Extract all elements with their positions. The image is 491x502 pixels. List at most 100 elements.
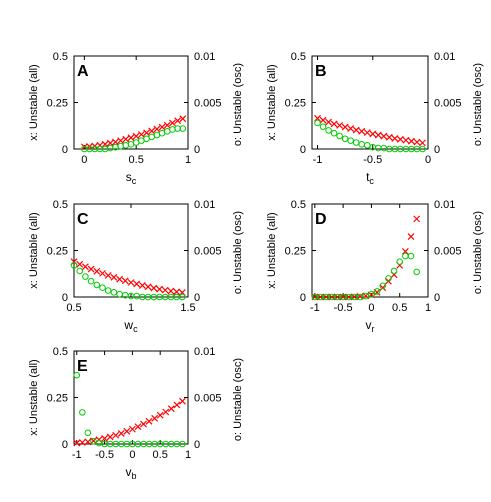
x-tick-label: 1 xyxy=(185,449,191,461)
marker-o-unstable-osc xyxy=(104,287,112,294)
marker-x-unstable-all xyxy=(363,129,371,137)
x-axis-label-subscript: c xyxy=(132,176,137,186)
x-axis-label-main: v xyxy=(366,318,372,332)
marker-o-unstable-osc xyxy=(116,290,123,298)
marker-x-unstable-all xyxy=(122,135,130,143)
marker-x-unstable-all xyxy=(143,129,150,137)
marker-o-unstable-osc xyxy=(374,144,382,152)
marker-x-unstable-all xyxy=(156,285,163,293)
marker-o-unstable-osc xyxy=(362,292,370,300)
y-right-tick-label: 0 xyxy=(194,439,200,451)
marker-o-unstable-osc xyxy=(380,144,388,152)
marker-x-unstable-all xyxy=(173,401,181,409)
marker-x-unstable-all xyxy=(132,132,140,140)
marker-x-unstable-all xyxy=(145,417,153,425)
marker-x-unstable-all xyxy=(151,414,159,422)
marker-o-unstable-osc xyxy=(363,141,371,149)
x-tick-label: -1 xyxy=(310,302,320,314)
marker-x-unstable-all xyxy=(163,121,171,129)
marker-o-unstable-osc xyxy=(347,137,354,144)
y-left-tick-label: 0.5 xyxy=(291,199,306,211)
marker-x-unstable-all xyxy=(156,411,164,419)
marker-o-unstable-osc xyxy=(70,262,78,269)
marker-x-unstable-all xyxy=(128,425,136,433)
y-right-tick-label: 0 xyxy=(434,144,440,156)
y-left-tick-label: 0.25 xyxy=(285,98,306,110)
marker-x-unstable-all xyxy=(95,436,103,444)
x-tick-label: 0.5 xyxy=(66,302,81,314)
marker-x-unstable-all xyxy=(391,134,399,142)
marker-o-unstable-osc xyxy=(419,145,426,153)
marker-o-unstable-osc xyxy=(330,129,338,137)
y-right-tick-label: 0 xyxy=(194,144,200,156)
marker-x-unstable-all xyxy=(73,439,81,447)
x-tick-label: -1 xyxy=(313,154,323,166)
marker-x-unstable-all xyxy=(396,135,404,143)
marker-x-unstable-all xyxy=(413,138,421,146)
marker-o-unstable-osc xyxy=(76,267,83,275)
panel-letter: E xyxy=(77,358,88,375)
marker-x-unstable-all xyxy=(133,280,141,288)
x-tick-label: 0.5 xyxy=(153,449,168,461)
y-right-tick-label: 0.005 xyxy=(434,246,462,258)
marker-o-unstable-osc xyxy=(117,142,124,150)
marker-x-unstable-all xyxy=(402,136,410,144)
x-tick-label: 0.5 xyxy=(392,302,407,314)
marker-o-unstable-osc xyxy=(325,127,332,134)
marker-x-unstable-all xyxy=(117,137,125,145)
marker-x-unstable-all xyxy=(374,131,382,139)
marker-x-unstable-all xyxy=(380,132,388,140)
panel-e: E 0 0.25 0.5 0 0.005 0.01 -1 -0.5 0 0.5 1 vb x: Unsta… xyxy=(28,346,244,481)
y-right-axis-label: o: Unstable (osc) xyxy=(232,63,244,146)
marker-o-unstable-osc xyxy=(379,282,387,290)
marker-x-unstable-all xyxy=(78,439,86,446)
panel-a: A 0 0.25 0.5 0 0.005 0.01 0 0.5 1 sc x: Unstable (a… xyxy=(28,51,244,186)
marker-x-unstable-all xyxy=(330,120,338,128)
y-right-tick-label: 0.005 xyxy=(194,393,222,405)
y-left-tick-label: 0 xyxy=(62,439,68,451)
plot-frame xyxy=(73,55,189,150)
marker-x-unstable-all xyxy=(123,427,131,435)
marker-x-unstable-all xyxy=(325,118,332,126)
marker-x-unstable-all xyxy=(352,126,360,134)
marker-o-unstable-osc xyxy=(407,252,415,260)
marker-x-unstable-all xyxy=(76,260,84,268)
y-left-tick-label: 0 xyxy=(62,292,68,304)
marker-x-unstable-all xyxy=(106,433,114,441)
marker-x-unstable-all xyxy=(385,133,393,141)
marker-x-unstable-all xyxy=(116,275,124,283)
panel-letter: C xyxy=(77,211,89,228)
marker-o-unstable-osc xyxy=(87,277,95,285)
x-tick-label: 1 xyxy=(425,302,431,314)
x-axis-label: tc xyxy=(366,170,374,186)
panel-d: D 0 0.25 0.5 0 0.005 0.01 -1 -0.5 0 0.5 1 vr x: Unsta… xyxy=(266,199,484,334)
marker-x-unstable-all xyxy=(158,123,166,131)
plot-frame xyxy=(311,203,429,298)
marker-o-unstable-osc xyxy=(385,275,392,282)
marker-x-unstable-all xyxy=(148,127,156,135)
marker-o-unstable-osc xyxy=(358,141,366,148)
marker-x-unstable-all xyxy=(110,273,118,281)
x-axis-label: sc xyxy=(126,170,137,186)
marker-x-unstable-all xyxy=(87,265,95,273)
marker-x-unstable-all xyxy=(174,117,182,125)
x-axis-label: wc xyxy=(123,318,138,334)
y-left-axis-label: x: Unstable (all) xyxy=(28,359,40,435)
y-right-axis-label: o: Unstable (osc) xyxy=(232,358,244,441)
y-left-tick-label: 0.25 xyxy=(47,98,68,110)
y-right-tick-label: 0.01 xyxy=(434,199,455,211)
marker-o-unstable-osc xyxy=(106,144,114,152)
marker-x-unstable-all xyxy=(81,263,89,271)
x-tick-label: 1 xyxy=(128,302,134,314)
y-right-tick-label: 0.005 xyxy=(434,98,462,110)
y-right-tick-label: 0 xyxy=(194,292,200,304)
x-axis-label-subscript: c xyxy=(133,324,138,334)
marker-o-unstable-osc xyxy=(352,139,360,146)
marker-x-unstable-all xyxy=(93,267,101,275)
marker-o-unstable-osc xyxy=(413,268,420,276)
y-left-axis-label: x: Unstable (all) xyxy=(266,212,278,288)
marker-x-unstable-all xyxy=(419,139,426,147)
marker-x-unstable-all xyxy=(117,429,125,437)
marker-o-unstable-osc xyxy=(390,267,398,275)
marker-o-unstable-osc xyxy=(90,437,97,445)
